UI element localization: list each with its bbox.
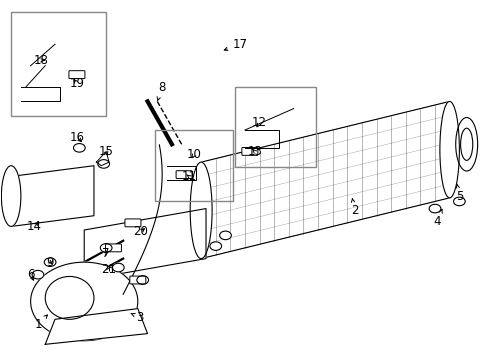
Text: 13: 13 [247, 145, 262, 158]
Text: 1: 1 [34, 315, 48, 331]
Circle shape [220, 231, 231, 240]
Circle shape [210, 242, 221, 250]
Text: 8: 8 [157, 81, 166, 100]
Text: 10: 10 [186, 148, 201, 162]
Text: 21: 21 [101, 263, 116, 276]
Circle shape [137, 276, 148, 284]
Ellipse shape [440, 102, 460, 198]
FancyBboxPatch shape [125, 219, 141, 227]
Text: 5: 5 [456, 184, 463, 203]
Bar [11, 12, 106, 116]
Text: 17: 17 [224, 38, 247, 51]
Circle shape [32, 270, 44, 279]
Text: 3: 3 [131, 311, 144, 324]
Circle shape [44, 258, 56, 266]
Circle shape [100, 244, 112, 252]
Text: 12: 12 [252, 116, 267, 129]
Ellipse shape [1, 166, 21, 226]
Polygon shape [97, 152, 109, 166]
Ellipse shape [30, 262, 138, 341]
Bar [155, 130, 233, 202]
Circle shape [454, 197, 465, 206]
Circle shape [429, 204, 441, 213]
Text: 14: 14 [27, 220, 42, 233]
Polygon shape [201, 102, 450, 258]
Text: 20: 20 [133, 225, 147, 238]
FancyBboxPatch shape [242, 148, 258, 156]
Text: 2: 2 [351, 198, 358, 217]
Ellipse shape [461, 128, 473, 160]
Text: 18: 18 [34, 54, 49, 67]
Text: 9: 9 [47, 256, 54, 269]
Circle shape [74, 144, 85, 152]
Polygon shape [84, 208, 206, 280]
FancyBboxPatch shape [176, 171, 192, 179]
Polygon shape [45, 309, 147, 344]
FancyBboxPatch shape [130, 276, 146, 284]
Ellipse shape [45, 276, 94, 319]
Text: 11: 11 [181, 170, 196, 183]
Bar [235, 87, 316, 167]
Text: 6: 6 [27, 268, 34, 281]
Circle shape [98, 159, 110, 168]
Text: 4: 4 [434, 209, 442, 228]
Text: 7: 7 [102, 247, 110, 260]
Text: 19: 19 [70, 77, 84, 90]
Text: 15: 15 [98, 145, 114, 158]
FancyBboxPatch shape [105, 244, 122, 252]
Text: 16: 16 [70, 131, 84, 144]
Ellipse shape [190, 162, 212, 258]
Ellipse shape [456, 117, 478, 171]
Polygon shape [11, 166, 94, 226]
Circle shape [113, 263, 124, 272]
FancyBboxPatch shape [69, 71, 85, 78]
